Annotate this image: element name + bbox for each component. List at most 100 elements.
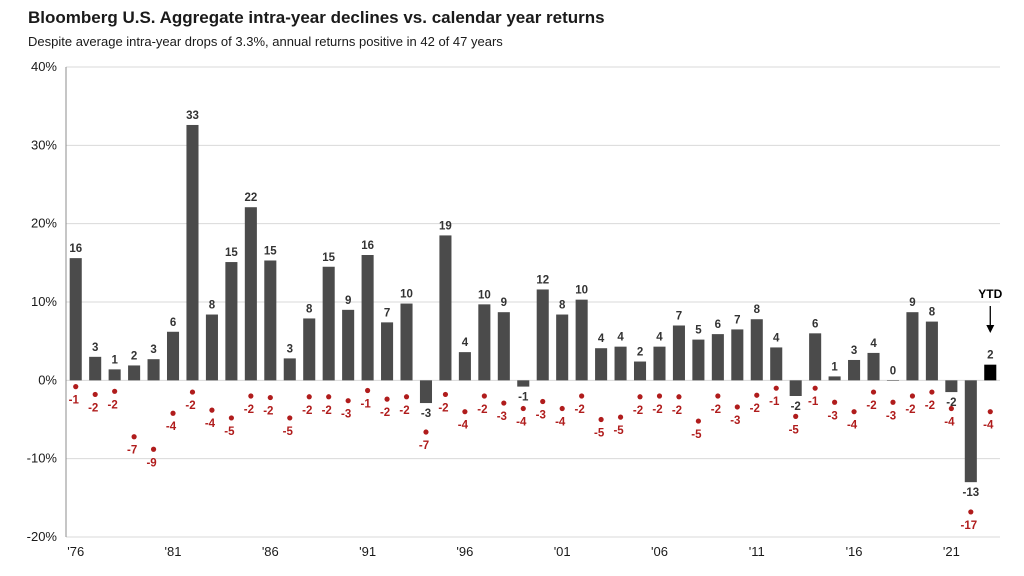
return-label: -13 (963, 487, 980, 499)
decline-label: -1 (69, 395, 80, 407)
decline-dot (754, 392, 760, 398)
decline-label: -9 (146, 457, 156, 469)
ytd-label: YTD (978, 287, 1002, 301)
decline-label: -5 (283, 426, 294, 438)
return-bar (361, 255, 374, 381)
decline-dot (92, 391, 98, 398)
return-label: 10 (478, 289, 491, 301)
decline-dot (248, 393, 254, 399)
decline-label: -5 (789, 424, 800, 436)
return-label: 15 (225, 247, 238, 259)
return-label: 8 (306, 303, 313, 315)
decline-label: -5 (613, 425, 624, 437)
x-tick-label: '21 (943, 544, 960, 559)
return-bar (147, 359, 160, 381)
decline-label: -2 (185, 400, 195, 412)
return-bar (789, 380, 802, 396)
decline-dot (540, 398, 546, 405)
return-bar (244, 207, 257, 381)
decline-label: -2 (438, 402, 448, 414)
return-label: 19 (439, 220, 452, 232)
decline-label: -1 (769, 396, 780, 408)
return-label: 7 (734, 314, 740, 326)
return-label: 4 (870, 338, 877, 350)
return-bar (108, 369, 121, 381)
decline-dot (150, 446, 157, 452)
return-label: 7 (676, 311, 682, 323)
y-tick-label: -10% (27, 451, 58, 466)
return-bar (225, 262, 238, 381)
return-label: 8 (929, 307, 936, 319)
return-label: -1 (518, 392, 529, 404)
return-label: 3 (150, 344, 156, 356)
decline-dot (73, 384, 79, 390)
decline-dot (695, 418, 701, 424)
decline-dot (676, 394, 682, 400)
return-bar (984, 364, 997, 381)
decline-label: -3 (827, 410, 837, 422)
return-bar (692, 339, 705, 381)
return-bar (848, 359, 861, 381)
return-bar (283, 358, 296, 381)
decline-dot (131, 434, 137, 440)
return-bar (750, 319, 763, 381)
decline-label: -4 (944, 417, 955, 429)
ytd-arrow-head (986, 325, 995, 333)
decline-label: -2 (302, 405, 312, 417)
return-bar (322, 266, 335, 381)
return-bar (89, 356, 102, 381)
x-tick-label: '01 (554, 544, 571, 559)
x-tick-label: '91 (359, 544, 376, 559)
y-tick-label: 0% (38, 372, 57, 387)
return-bar (381, 322, 394, 381)
ytd-annotation: YTD (978, 287, 1003, 333)
decline-dot (579, 393, 585, 399)
decline-dot (403, 394, 410, 400)
x-tick-label: '86 (262, 544, 279, 559)
x-tick-label: '81 (165, 544, 182, 559)
decline-label: -2 (925, 400, 935, 412)
return-bar (906, 312, 919, 381)
return-bar (828, 376, 841, 381)
return-label: 8 (754, 304, 761, 316)
return-label: 8 (209, 300, 216, 312)
decline-label: -3 (497, 411, 507, 423)
decline-label: -7 (419, 440, 429, 452)
decline-dot (442, 391, 449, 398)
decline-dot (384, 396, 390, 402)
decline-label: -4 (516, 417, 527, 429)
return-bar (770, 347, 783, 381)
decline-label: -2 (633, 405, 643, 417)
decline-label: -4 (555, 417, 566, 429)
decline-label: -2 (399, 405, 409, 417)
return-label: 3 (287, 343, 293, 355)
return-label: 33 (186, 110, 199, 122)
return-label: -2 (946, 397, 956, 409)
x-tick-label: '11 (749, 544, 765, 559)
return-label: 4 (462, 337, 469, 349)
return-label: 1 (831, 361, 838, 373)
decline-label: -3 (730, 415, 740, 427)
return-bar (458, 352, 471, 381)
y-tick-label: 20% (31, 216, 57, 231)
decline-label: -5 (224, 426, 235, 438)
return-label: 3 (92, 342, 98, 354)
return-bar (536, 289, 549, 381)
return-label: 12 (536, 274, 549, 286)
decline-label: -2 (575, 404, 585, 416)
decline-dot (734, 404, 740, 410)
decline-dot (890, 399, 896, 405)
decline-label: -1 (808, 396, 819, 408)
return-bar (575, 299, 588, 381)
decline-label: -2 (108, 399, 118, 411)
return-bar (964, 380, 977, 483)
return-bar (264, 260, 277, 381)
return-label: 5 (695, 325, 702, 337)
return-label: -2 (791, 401, 801, 413)
return-label: 9 (501, 297, 507, 309)
x-axis-ticks: '76 '81 '86 '91 '96 '01 '06 '11 '16 '21 (67, 544, 960, 559)
decline-label: -1 (360, 399, 371, 411)
decline-label: -2 (477, 404, 487, 416)
decline-dot (501, 400, 507, 406)
